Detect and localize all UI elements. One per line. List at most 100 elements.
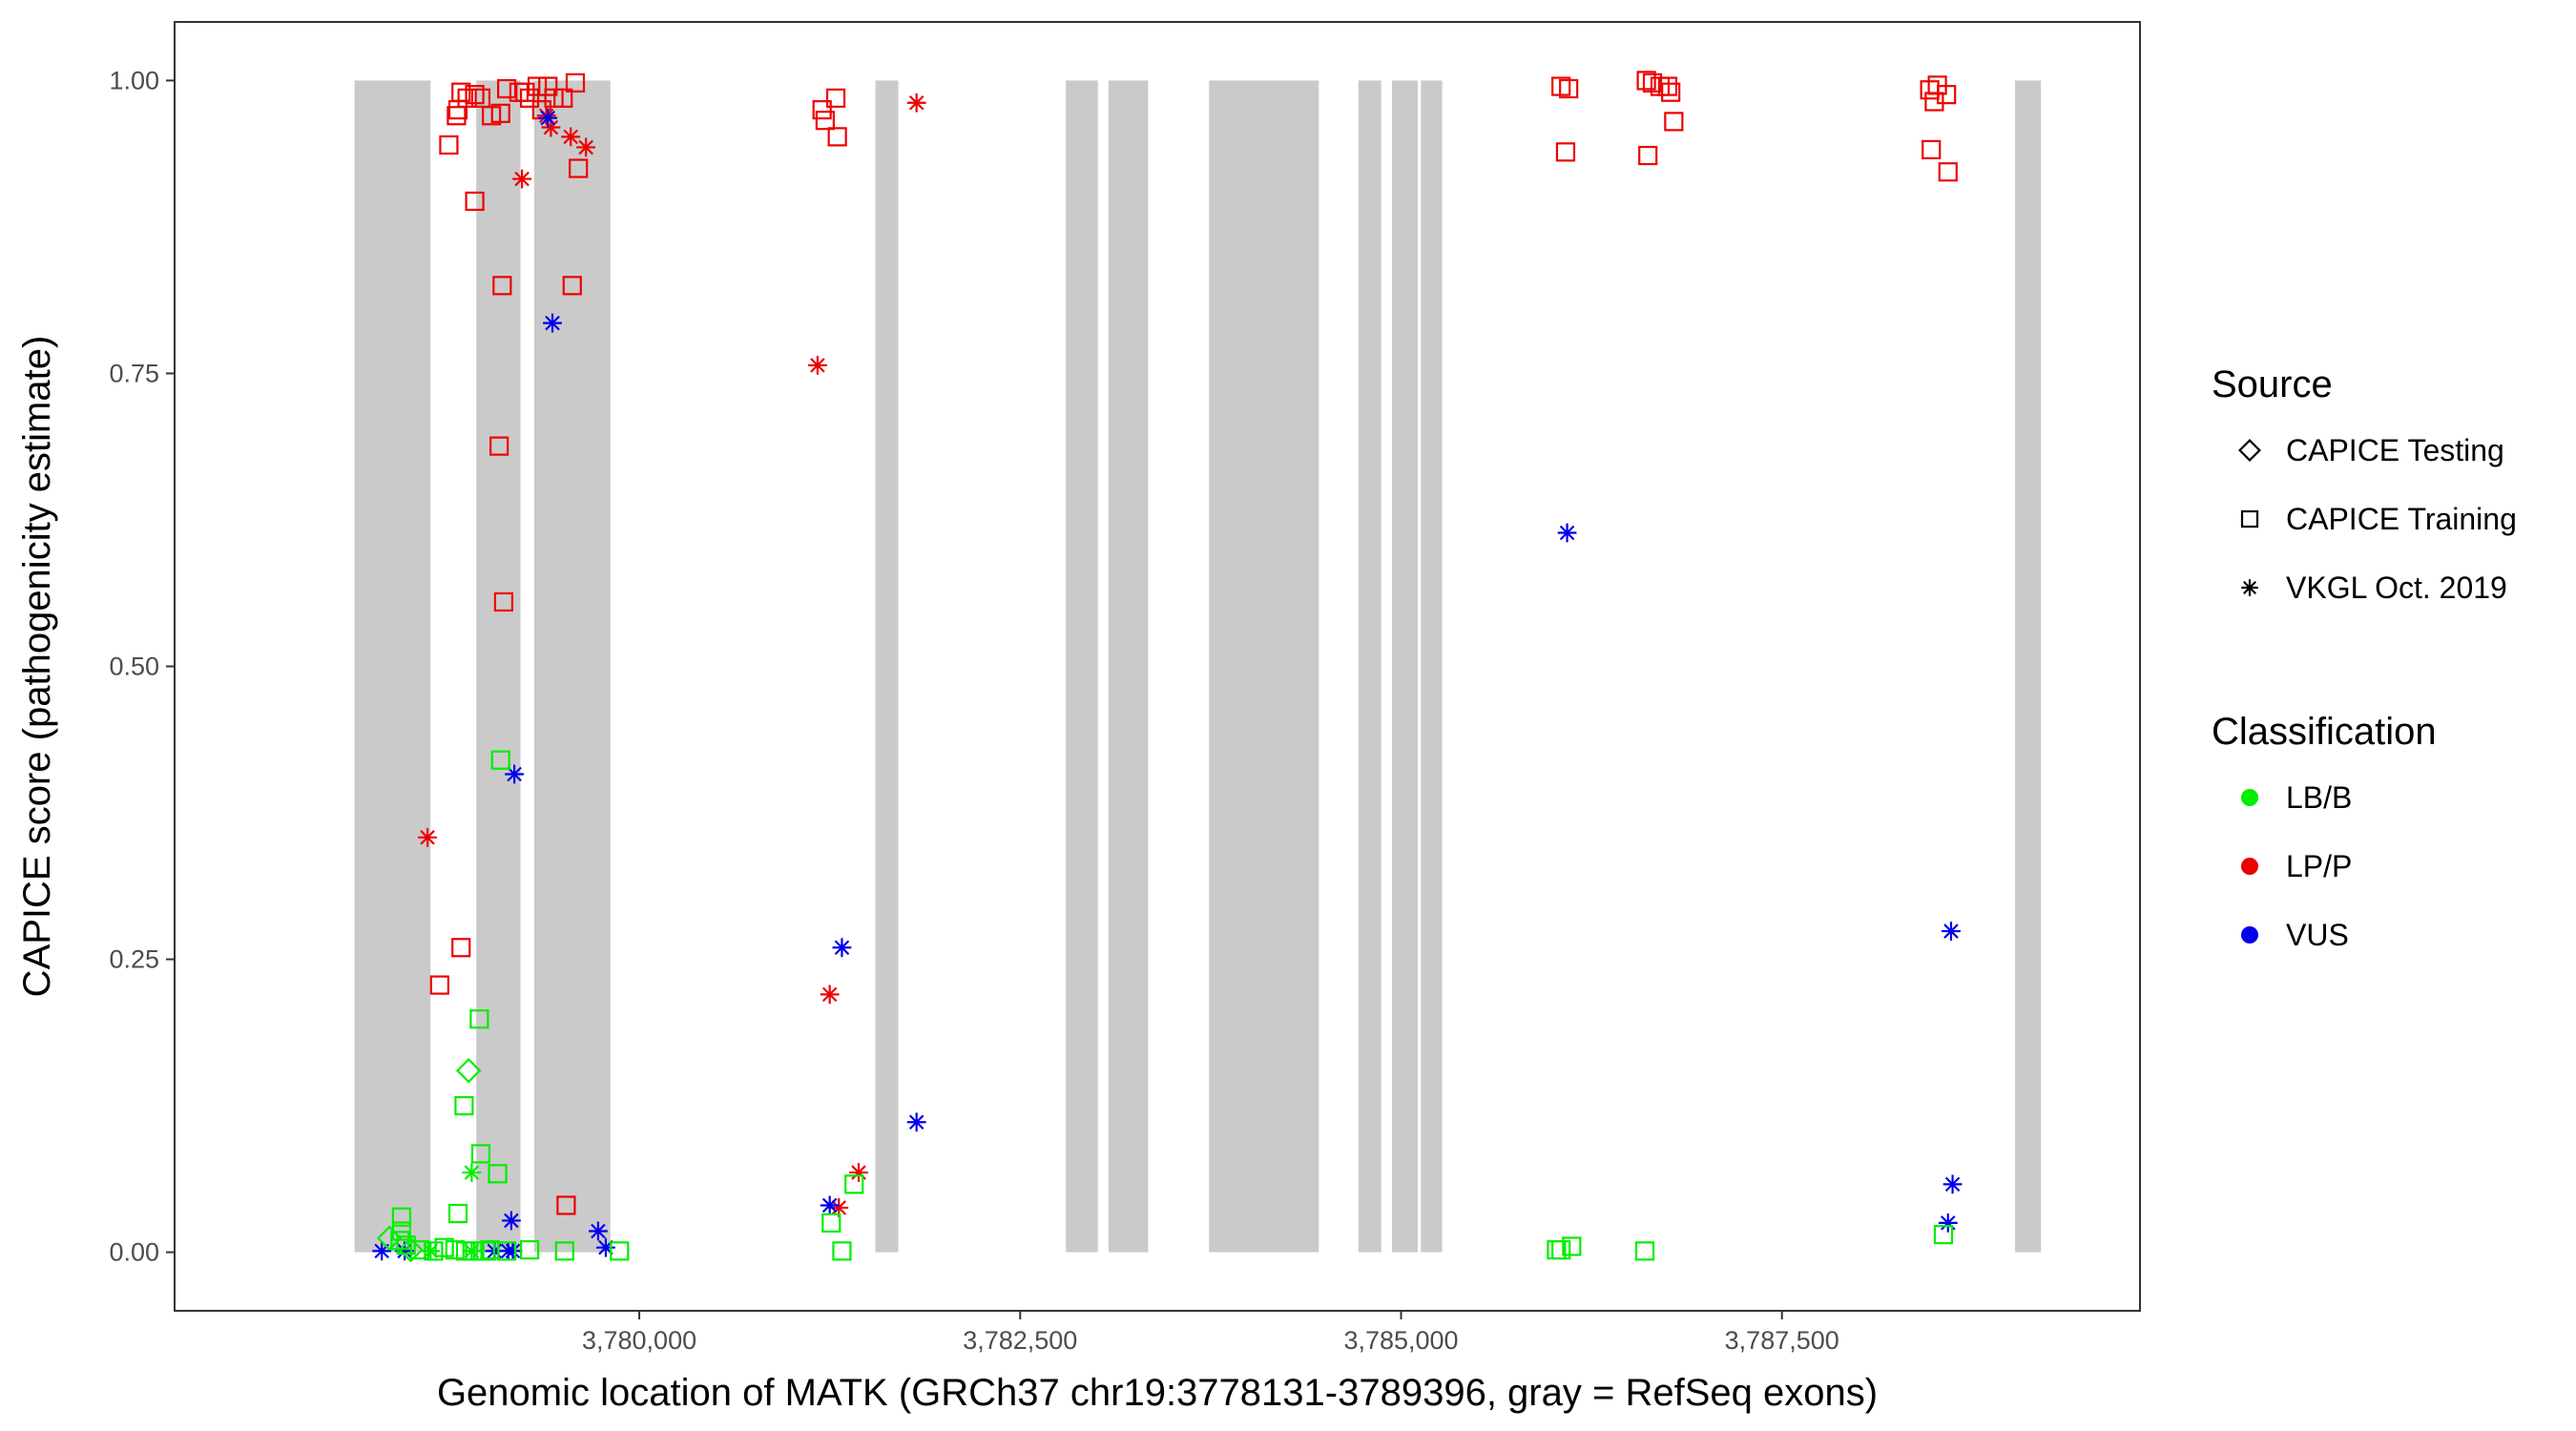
data-point-lbb — [376, 1225, 403, 1252]
data-point-lpp — [1664, 112, 1684, 132]
data-point-vus — [832, 938, 852, 958]
data-point-vus — [505, 764, 525, 784]
data-point-vus — [372, 1241, 392, 1261]
data-point-vus — [543, 313, 562, 333]
y-tick-label: 0.25 — [109, 945, 159, 974]
legend-color-dot — [2241, 789, 2258, 806]
legend-source-label: VKGL Oct. 2019 — [2286, 570, 2507, 605]
data-points — [372, 71, 1963, 1263]
data-point-lpp — [556, 1195, 576, 1215]
legend-class-label: LP/P — [2286, 849, 2352, 883]
exon-band — [1391, 80, 1419, 1253]
y-axis-title: CAPICE score (pathogenicity estimate) — [16, 336, 58, 998]
legend-source-title: Source — [2212, 363, 2333, 405]
data-point-lbb — [1562, 1236, 1582, 1256]
data-point-lpp — [470, 88, 491, 108]
y-tick-label: 0.75 — [109, 359, 159, 387]
data-point-vus — [538, 108, 558, 128]
data-point-lpp — [562, 276, 582, 296]
data-point-lpp — [1559, 78, 1579, 99]
exon-band — [1209, 80, 1319, 1253]
data-point-lbb — [832, 1241, 852, 1261]
data-point-lbb — [462, 1163, 482, 1182]
exon-bands — [354, 80, 2042, 1253]
data-point-lbb — [421, 1241, 441, 1261]
data-point-lpp — [1555, 142, 1576, 162]
data-point-lbb — [455, 1057, 482, 1084]
data-point-vus — [1942, 922, 1961, 941]
legend-key-diamond — [2238, 439, 2261, 462]
x-axis-title: Genomic location of MATK (GRCh37 chr19:3… — [437, 1372, 1878, 1414]
data-point-lbb — [391, 1207, 412, 1227]
legend-class-label: VUS — [2286, 918, 2349, 952]
data-point-lpp — [492, 276, 512, 296]
exon-band — [1066, 80, 1098, 1253]
y-tick-label: 0.50 — [109, 653, 159, 681]
data-point-vus — [503, 1241, 523, 1261]
data-point-lpp — [812, 100, 832, 120]
data-point-lpp — [906, 93, 926, 113]
data-point-lpp — [493, 591, 514, 612]
exon-band — [1421, 80, 1443, 1253]
data-point-lpp — [825, 88, 846, 108]
data-point-lpp — [465, 191, 485, 212]
data-point-lpp — [515, 82, 535, 102]
legend-color-dot — [2241, 926, 2258, 944]
data-point-lpp — [1924, 92, 1944, 112]
data-point-vus — [1942, 1174, 1963, 1194]
data-point-lbb — [434, 1237, 454, 1257]
data-point-lpp — [418, 827, 437, 847]
data-point-lbb — [610, 1241, 630, 1261]
x-tick-label: 3,787,500 — [1725, 1326, 1839, 1355]
exon-band — [354, 80, 431, 1253]
data-point-lpp — [815, 111, 835, 131]
data-point-lpp — [561, 127, 581, 147]
data-point-vus — [596, 1237, 615, 1257]
data-point-vus — [1938, 1213, 1958, 1233]
exon-band — [533, 80, 611, 1253]
legend: Source Classification CAPICE Testing CAPI… — [2212, 363, 2517, 952]
data-point-lpp — [497, 78, 517, 99]
legend-classification-title: Classification — [2212, 711, 2437, 753]
data-point-lpp — [576, 137, 596, 157]
legend-source-label: CAPICE Testing — [2286, 433, 2504, 467]
data-point-lpp — [827, 127, 847, 147]
x-tick-label: 3,785,000 — [1343, 1326, 1458, 1355]
data-point-lbb — [554, 1241, 574, 1261]
data-point-lpp — [429, 975, 449, 995]
data-point-lbb — [1634, 1241, 1655, 1261]
x-tick-label: 3,780,000 — [582, 1326, 696, 1355]
exon-band — [1358, 80, 1381, 1253]
data-point-vus — [906, 1112, 926, 1132]
data-point-lpp — [489, 436, 509, 456]
exon-band — [476, 80, 521, 1253]
exon-band — [875, 80, 899, 1253]
y-tick-label: 1.00 — [109, 66, 159, 94]
data-point-lpp — [512, 169, 531, 189]
data-point-lbb — [445, 1240, 465, 1260]
data-point-lbb — [396, 1235, 416, 1255]
data-point-lpp — [1937, 85, 1957, 105]
data-point-vus — [820, 1195, 840, 1215]
data-point-lpp — [1638, 145, 1658, 166]
legend-source-label: CAPICE Training — [2286, 502, 2517, 536]
data-point-vus — [1557, 523, 1577, 543]
data-point-lbb — [1933, 1225, 1954, 1245]
data-point-lpp — [820, 985, 840, 1005]
data-point-lbb — [490, 750, 510, 770]
data-point-lbb — [469, 1009, 489, 1029]
legend-color-dot — [2241, 858, 2258, 875]
data-point-lpp — [1661, 82, 1681, 102]
axes: 0.00 0.25 0.50 0.75 1.00 3,780,000 3,782,500 3,… — [109, 66, 1839, 1355]
data-point-lpp — [1657, 76, 1678, 96]
x-tick-label: 3,782,500 — [963, 1326, 1077, 1355]
data-point-lpp — [1938, 162, 1958, 182]
data-point-vus — [589, 1221, 608, 1241]
legend-class-label: LB/B — [2286, 780, 2352, 815]
data-point-lbb — [1551, 1240, 1571, 1260]
data-point-lpp — [538, 76, 558, 96]
data-point-lbb — [398, 1236, 424, 1263]
y-tick-label: 0.00 — [109, 1238, 159, 1267]
data-point-lbb — [454, 1095, 474, 1116]
